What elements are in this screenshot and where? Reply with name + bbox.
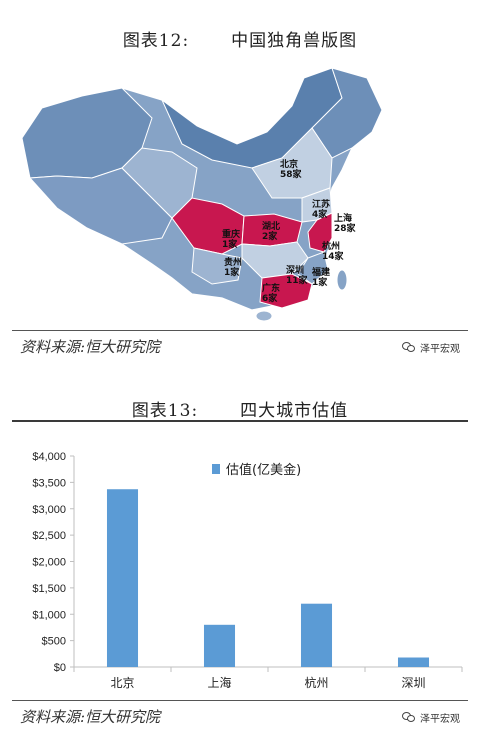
y-tick-label: $3,000 [32,504,66,516]
x-tick-label: 上海 [207,675,231,690]
figure12-bottom-rule [12,330,468,331]
china-map [21,67,383,322]
figure13-top-rule [12,420,468,422]
x-tick-label: 北京 [110,676,134,690]
province-northeast [311,67,383,159]
province-hunan-jiangxi [241,241,309,279]
figure12-title: 图表12: 中国独角兽版图 [0,26,480,51]
y-tick-label: $4,000 [32,451,66,463]
y-tick-label: $1,500 [32,583,66,595]
y-tick-label: $500 [42,636,66,648]
province-guizhou [191,247,243,285]
bar-上海 [203,624,236,667]
bar-深圳 [397,657,430,667]
y-tick-label: $3,500 [32,477,66,489]
map-label-shanghai: 上海 28家 [334,214,356,234]
figure12-number: 图表12: [122,31,190,51]
figure13-number: 图表13: [131,401,199,421]
figure13-source: 资料来源:恒大研究院 [20,708,161,726]
province-qinghai [121,147,198,219]
legend-swatch [212,464,220,474]
wechat-icon [402,712,416,723]
figure13-title-text: 四大城市估值 [240,401,349,421]
map-label-fujian: 福建 1家 [312,268,331,288]
x-tick-label: 深圳 [401,676,425,690]
y-tick-label: $0 [54,662,66,674]
figure13-bottom-rule [12,700,468,701]
map-label-beijing: 北京 58家 [280,160,302,180]
y-tick-label: $1,000 [32,609,66,621]
y-tick-label: $2,000 [32,557,66,569]
y-tick-label: $2,500 [32,530,66,542]
bar-北京 [106,489,139,667]
map-label-guizhou: 贵州 1家 [224,258,243,278]
province-north-china [251,127,333,199]
figure13-watermark: 泽平宏观 [402,710,460,725]
valuation-bar-chart: $0 $500 $1,000 $1,500 $2,000 $2,500 $3,000 $3,5… [32,451,463,690]
figure12-watermark: 泽平宏观 [402,340,460,355]
province-taiwan [336,269,348,291]
figure12-title-text: 中国独角兽版图 [231,31,358,51]
map-label-jiangsu: 江苏 4家 [312,200,331,220]
map-label-chongqing: 重庆 1家 [222,230,241,250]
map-label-hangzhou: 杭州 14家 [322,242,344,262]
map-label-guangdong: 广东 6家 [262,284,281,304]
wechat-icon [402,342,416,353]
china-map-panel: 北京 58家 江苏 4家 上海 28家 湖北 2家 重庆 1家 杭州 14家 贵州 1家 深圳… [12,48,468,326]
legend-label: 估值(亿美金) [226,462,301,478]
figure13-title: 图表13: 四大城市估值 [0,396,480,421]
figure12-source: 资料来源:恒大研究院 [20,338,161,356]
x-tick-label: 杭州 [304,675,328,690]
province-hainan [255,310,273,322]
valuation-chart-panel: $0 $500 $1,000 $1,500 $2,000 $2,500 $3,000 $3,5… [12,432,468,696]
map-label-hubei: 湖北 2家 [262,222,281,242]
province-fujian [297,251,329,285]
bar-杭州 [300,603,333,667]
map-label-shenzhen: 深圳 11家 [286,266,308,286]
province-guangdong [259,273,313,309]
